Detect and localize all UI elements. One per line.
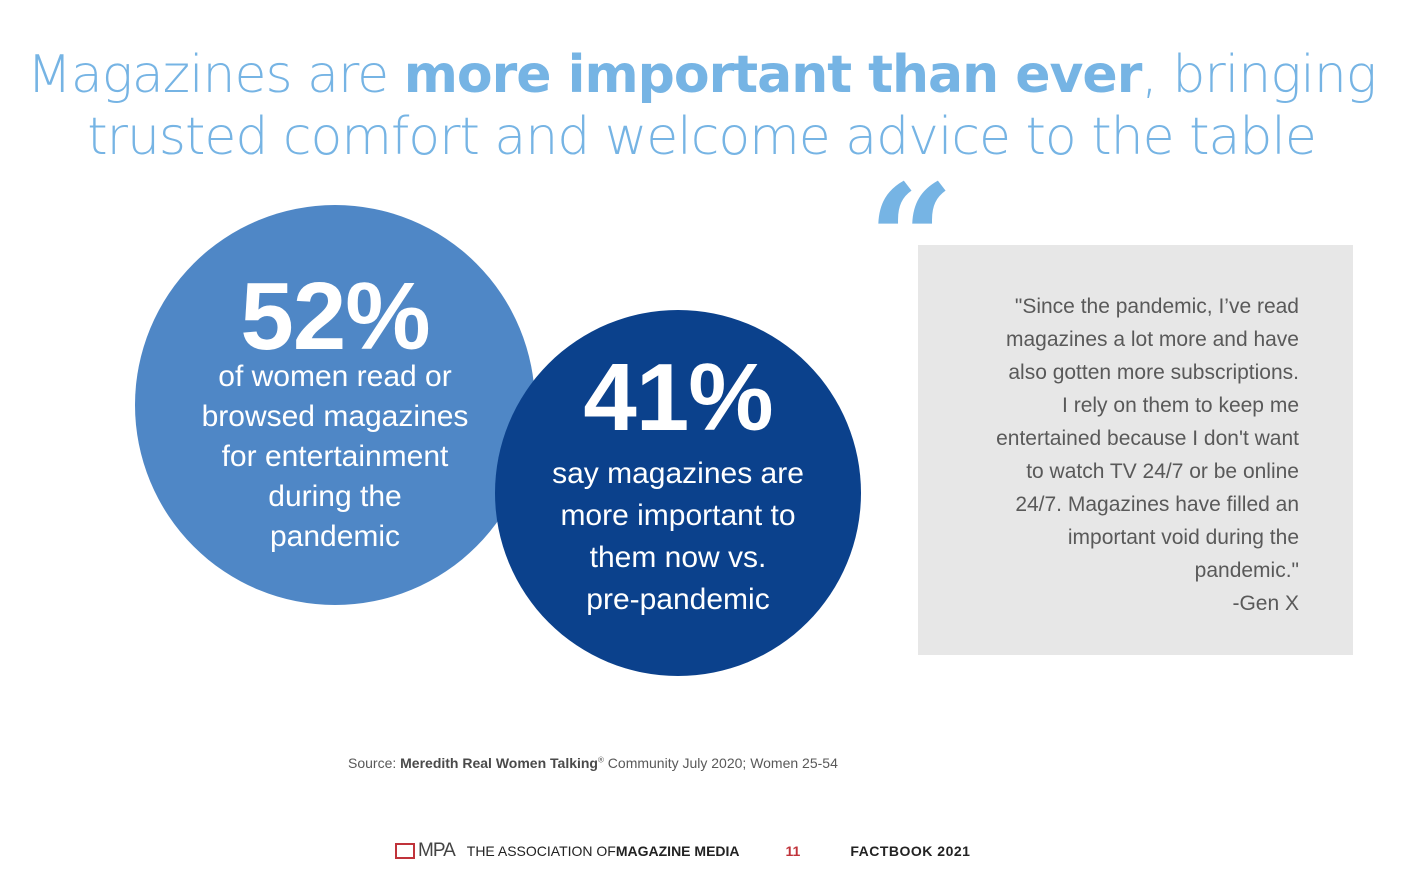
factbook-label: FACTBOOK 2021 <box>850 843 971 859</box>
stat-line: during the <box>268 480 402 513</box>
quote-line: important void during the <box>1067 526 1299 549</box>
stat-line: of women read or <box>218 360 452 393</box>
quote-box <box>918 245 1353 655</box>
source-name: Meredith Real Women Talking <box>400 755 598 771</box>
page-title: Magazines are more important than ever, … <box>0 44 1403 168</box>
quote-line: 24/7. Magazines have filled an <box>1015 493 1299 516</box>
quote-mark-icon: “ <box>868 152 955 328</box>
title-text: , bringing <box>1141 45 1377 105</box>
footer: MPA THE ASSOCIATION OF MAGAZINE MEDIA 11… <box>395 840 970 862</box>
source-label: Source: <box>348 755 401 771</box>
quote-line: also gotten more subscriptions. <box>1008 361 1299 384</box>
stat-description: say magazines are more important to them… <box>552 453 804 621</box>
title-line2: trusted comfort and welcome advice to th… <box>87 107 1317 167</box>
org-name-bold: MAGAZINE MEDIA <box>615 843 740 859</box>
stat-line: pre-pandemic <box>586 583 770 616</box>
title-bold: more important than ever <box>403 45 1143 105</box>
quote-text: "Since the pandemic, I’ve read magazines… <box>996 290 1299 620</box>
quote-line: "Since the pandemic, I’ve read <box>1014 295 1299 318</box>
quote-line: entertained because I don't want <box>996 427 1299 450</box>
logo-text: MPA <box>418 840 456 861</box>
source-note: Source: Meredith Real Women Talking® Com… <box>348 755 838 771</box>
quote-line: pandemic." <box>1194 559 1299 582</box>
source-detail: Community July 2020; Women 25-54 <box>603 755 838 771</box>
stat-value: 41% <box>583 344 773 451</box>
stat-line: for entertainment <box>221 440 449 473</box>
stat-value: 52% <box>240 263 430 370</box>
stat-description: of women read or browsed magazines for e… <box>202 357 469 557</box>
mpa-logo: MPA <box>395 840 456 862</box>
stat-line: say magazines are <box>552 457 804 490</box>
quote-line: to watch TV 24/7 or be online <box>1026 460 1299 483</box>
stat-circle-41: 41% say magazines are more important to … <box>495 310 861 676</box>
stat-line: browsed magazines <box>201 400 469 433</box>
stat-line: pandemic <box>269 520 401 553</box>
quote-line: I rely on them to keep me <box>1062 394 1299 417</box>
stat-circle-52: 52% of women read or browsed magazines f… <box>135 205 535 605</box>
page-number: 11 <box>785 843 801 859</box>
org-name: THE ASSOCIATION OF <box>466 843 616 859</box>
quote-line: magazines a lot more and have <box>1005 328 1299 351</box>
stat-line: more important to <box>560 499 796 532</box>
stat-line: them now vs. <box>589 541 767 574</box>
registered-mark: ® <box>598 755 604 765</box>
title-text: Magazines are <box>26 45 404 105</box>
quote-attribution: -Gen X <box>1232 592 1299 615</box>
logo-box-icon <box>395 843 415 859</box>
